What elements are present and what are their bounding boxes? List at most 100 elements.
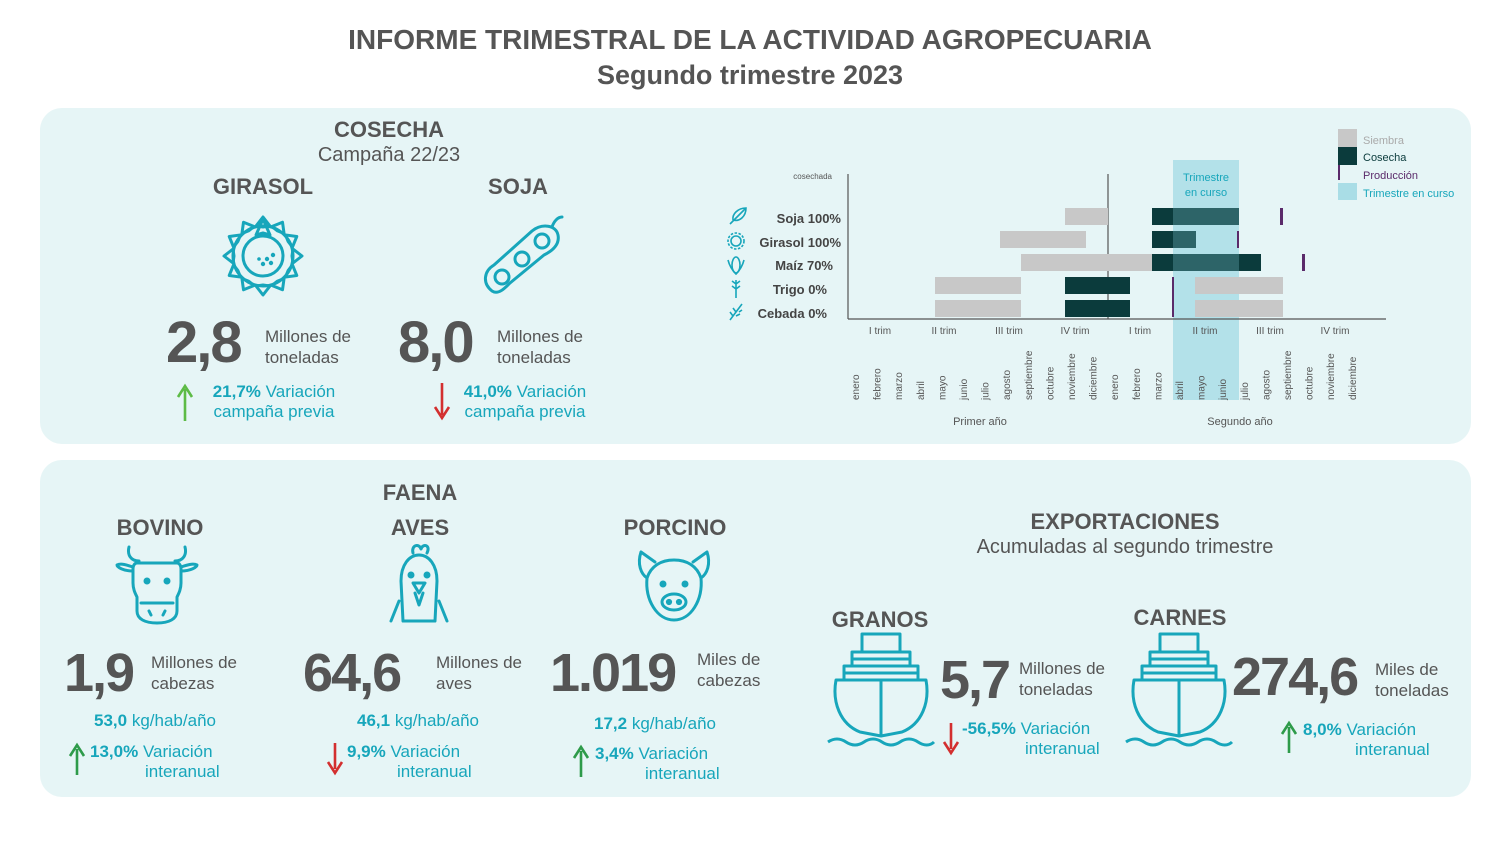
aves-variation: 9,9% Variación interanual	[347, 742, 472, 781]
mark-trigo-produccion	[1172, 277, 1174, 317]
row-label-girasol: Girasol 100%	[759, 235, 841, 250]
bar-maiz-siembra	[1021, 254, 1152, 271]
month-label: septiembre	[1283, 350, 1294, 400]
arrow-up-icon	[1280, 720, 1298, 753]
faena-panel	[40, 460, 1471, 797]
legend-cosecha-swatch	[1338, 147, 1357, 165]
porcino-unit: Miles de cabezas	[697, 650, 761, 690]
bar-maiz-cosecha-current	[1173, 254, 1239, 271]
girasol-label: GIRASOL	[212, 174, 314, 199]
current-quarter-label-2: en curso	[1185, 187, 1227, 199]
row-label-trigo: Trigo 0%	[773, 282, 828, 297]
bar-girasol-cosecha-current	[1173, 231, 1196, 248]
carnes-value: 274,6	[1232, 647, 1359, 707]
porcino-value: 1.019	[550, 643, 677, 703]
porcino-consumption: 17,2 kg/hab/año	[594, 714, 716, 733]
quarter-label-3: III trim	[995, 326, 1023, 337]
mark-maiz-produccion	[1302, 254, 1305, 271]
granos-unit: Millones de toneladas	[1019, 659, 1105, 699]
month-label: octubre	[1305, 366, 1316, 400]
bovino-value: 1,9	[64, 643, 135, 703]
month-label: agosto	[1261, 370, 1272, 400]
granos-value: 5,7	[940, 650, 1011, 710]
y-axis-label: cosechada	[793, 172, 832, 181]
month-label: abril	[1175, 381, 1186, 400]
barley-icon	[729, 303, 743, 321]
arrow-down-icon	[326, 743, 344, 776]
bovino-unit: Millones de cabezas	[151, 653, 237, 693]
year1-label: Primer año	[953, 416, 1007, 428]
quarter-label-8: IV trim	[1321, 326, 1350, 337]
chart-legend: Siembra Cosecha Producción Trimestre en …	[1338, 129, 1454, 200]
month-label: diciembre	[1089, 356, 1100, 400]
mark-soja-produccion	[1280, 208, 1283, 225]
month-label: febrero	[1132, 368, 1143, 400]
quarter-label-7: III trim	[1256, 326, 1284, 337]
bar-cebada-cosecha	[1065, 300, 1130, 317]
month-labels: enero febrero marzo abril mayo junio julio agos…	[851, 350, 1359, 401]
bar-soja-cosecha-current	[1173, 208, 1239, 225]
soja-variation: 41,0% Variación campaña previa	[463, 382, 587, 421]
exportaciones-title: EXPORTACIONES	[1030, 509, 1220, 534]
month-label: agosto	[1002, 370, 1013, 400]
soja-unit: Millones de toneladas	[497, 327, 583, 367]
girasol-unit: Millones de toneladas	[265, 327, 351, 367]
month-label: junio	[959, 378, 970, 401]
legend-cosecha-label: Cosecha	[1363, 152, 1407, 164]
granos-variation: -56,5% Variación interanual	[962, 719, 1100, 758]
aves-label: AVES	[390, 515, 450, 540]
corn-icon	[727, 256, 745, 276]
legend-siembra-label: Siembra	[1363, 135, 1405, 147]
legend-produccion-swatch	[1338, 165, 1340, 180]
legend-trimestre-label: Trimestre en curso	[1363, 188, 1454, 200]
cow-icon	[115, 545, 199, 625]
porcino-variation: 3,4% Variación interanual	[595, 744, 720, 783]
bovino-variation: 13,0% Variación interanual	[90, 742, 220, 781]
month-label: noviembre	[1326, 353, 1337, 400]
legend-trimestre-swatch	[1338, 183, 1357, 200]
month-label: junio	[1218, 378, 1229, 401]
crop-calendar-chart: Trimestre en curso cosechada Soja 100% G…	[727, 129, 1454, 428]
arrow-up-icon	[68, 742, 86, 775]
cosecha-title: COSECHA	[333, 117, 444, 142]
bar-trigo-siembra-2	[1195, 277, 1283, 294]
month-label: marzo	[1153, 372, 1164, 400]
arrow-up-icon	[572, 744, 590, 777]
pig-icon	[637, 550, 711, 622]
carnes-variation: 8,0% Variación interanual	[1303, 720, 1430, 759]
bar-trigo-siembra	[935, 277, 1021, 294]
soy-leaf-icon	[729, 207, 747, 225]
bovino-consumption: 53,0 kg/hab/año	[94, 711, 216, 730]
arrow-up-icon	[176, 383, 194, 421]
bar-cebada-siembra	[935, 300, 1021, 317]
legend-siembra-swatch	[1338, 129, 1357, 147]
quarter-label-6: II trim	[1193, 326, 1218, 337]
row-label-soja: Soja 100%	[777, 211, 842, 226]
month-label: noviembre	[1067, 353, 1078, 400]
porcino-label: PORCINO	[623, 515, 727, 540]
mark-girasol-produccion	[1237, 231, 1239, 248]
month-label: octubre	[1045, 366, 1056, 400]
girasol-variation: 21,7% Variación campaña previa	[212, 382, 336, 421]
carnes-unit: Miles de toneladas	[1375, 660, 1449, 700]
bovino-label: BOVINO	[116, 515, 204, 540]
bar-soja-siembra	[1065, 208, 1108, 225]
aves-consumption: 46,1 kg/hab/año	[357, 711, 479, 730]
soja-value: 8,0	[398, 310, 475, 375]
legend-produccion-label: Producción	[1363, 170, 1418, 182]
wheat-icon	[731, 280, 741, 298]
aves-value: 64,6	[303, 643, 402, 703]
year2-label: Segundo año	[1207, 416, 1272, 428]
month-label: julio	[981, 382, 992, 401]
page-title: INFORME TRIMESTRAL DE LA ACTIVIDAD AGROP…	[348, 24, 1152, 55]
month-label: enero	[1110, 374, 1121, 400]
soy-pod-icon	[484, 215, 564, 294]
quarter-label-4: IV trim	[1061, 326, 1090, 337]
exportaciones-subtitle: Acumuladas al segundo trimestre	[976, 536, 1274, 558]
month-label: mayo	[937, 375, 948, 400]
row-label-maiz: Maíz 70%	[775, 258, 833, 273]
aves-unit: Millones de aves	[436, 653, 522, 693]
month-label: febrero	[873, 368, 884, 400]
sunflower-icon	[222, 215, 304, 297]
arrow-down-icon	[942, 723, 960, 756]
